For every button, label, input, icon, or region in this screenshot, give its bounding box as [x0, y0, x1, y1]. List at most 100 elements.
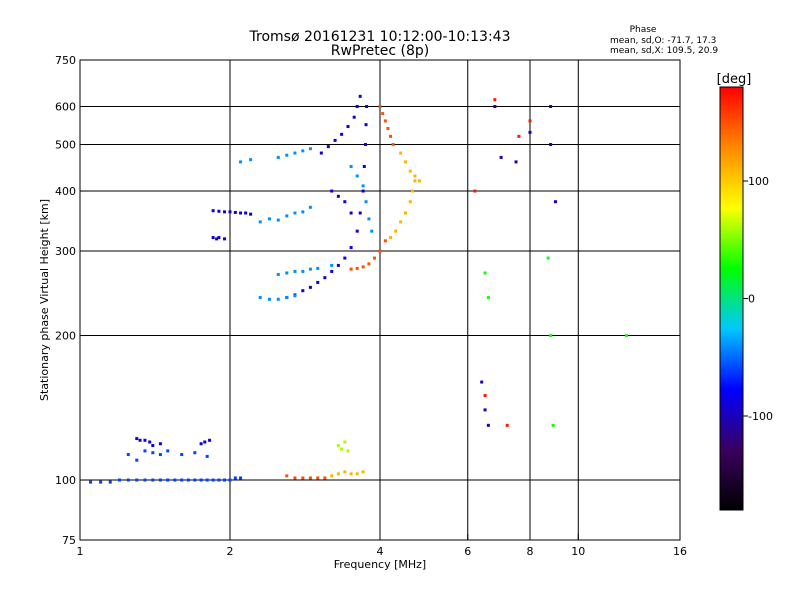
echo-point [349, 164, 353, 168]
echo-point [228, 478, 232, 482]
echo-point [126, 478, 130, 482]
echo-point [340, 447, 344, 451]
echo-point [349, 267, 353, 271]
echo-point [330, 269, 334, 273]
echo-point [403, 160, 407, 164]
echo-point [330, 189, 334, 193]
phase-stats-o: mean, sd,O: -71.7, 17.3 [610, 36, 716, 46]
echo-point [399, 220, 403, 224]
echo-point [352, 115, 356, 119]
echo-point [363, 143, 367, 147]
echo-point [239, 476, 243, 480]
echo-point [285, 474, 289, 478]
phase-stats-header: Phase [630, 25, 657, 35]
x-tick-label: 2 [227, 545, 234, 558]
echo-point [625, 334, 629, 338]
x-tick-label: 10 [571, 545, 585, 558]
echo-point [233, 210, 237, 214]
echo-point [417, 179, 421, 183]
echo-point [389, 236, 393, 240]
echo-point [343, 200, 347, 204]
echo-point [126, 453, 130, 457]
echo-point [355, 472, 359, 476]
echo-point [355, 174, 359, 178]
echo-point [399, 151, 403, 155]
y-axis-ticks: 75 100 200 300 400 500 600 750 [55, 54, 86, 547]
echo-point [316, 476, 320, 480]
echo-point [364, 200, 368, 204]
echo-point [319, 151, 323, 155]
echo-point [365, 105, 369, 109]
echo-point [135, 437, 139, 441]
echo-point [285, 214, 289, 218]
echo-point [166, 449, 170, 453]
echo-point [267, 217, 271, 221]
echo-point [293, 294, 297, 298]
echo-point [99, 480, 103, 484]
y-tick-label: 75 [62, 534, 76, 547]
echo-point [373, 256, 377, 260]
echo-point [166, 478, 170, 482]
echo-point [364, 123, 368, 127]
echo-point [223, 237, 227, 241]
x-tick-label: 16 [673, 545, 687, 558]
echo-point [223, 210, 227, 214]
echo-point [486, 296, 490, 300]
echo-point [205, 454, 209, 458]
echo-point [293, 269, 297, 273]
echo-point [367, 262, 371, 266]
echo-points [89, 94, 629, 484]
y-tick-label: 300 [55, 245, 76, 258]
echo-point [383, 239, 387, 243]
echo-point [208, 438, 212, 442]
echo-point [158, 442, 162, 446]
echo-point [336, 444, 340, 448]
echo-point [361, 470, 365, 474]
echo-point [386, 126, 390, 130]
echo-point [148, 440, 152, 444]
echo-point [316, 280, 320, 284]
echo-point [199, 442, 203, 446]
echo-point [308, 285, 312, 289]
echo-point [308, 147, 312, 151]
echo-point [330, 263, 334, 267]
echo-point [343, 256, 347, 260]
echo-point [244, 211, 248, 215]
echo-point [158, 453, 162, 457]
echo-point [378, 105, 382, 109]
echo-point [217, 236, 221, 240]
echo-point [355, 229, 359, 233]
echo-point [389, 134, 393, 138]
echo-point [411, 189, 415, 193]
echo-point [362, 164, 366, 168]
echo-point [330, 474, 334, 478]
echo-point [151, 444, 155, 448]
echo-point [546, 256, 550, 260]
echo-point [483, 271, 487, 275]
colorbar-label: [deg] [717, 72, 752, 87]
echo-point [135, 458, 139, 462]
echo-point [413, 174, 417, 178]
y-tick-label: 200 [55, 330, 76, 343]
echo-point [323, 276, 327, 280]
y-tick-label: 100 [55, 474, 76, 487]
echo-point [293, 476, 297, 480]
x-tick-label: 6 [464, 545, 471, 558]
y-tick-label: 600 [55, 101, 76, 114]
echo-point [486, 423, 490, 427]
echo-point [301, 289, 305, 293]
echo-point [528, 130, 532, 134]
echo-point [358, 94, 362, 98]
echo-point [408, 200, 412, 204]
echo-point [285, 271, 289, 275]
echo-point [333, 138, 337, 142]
echo-point [143, 449, 147, 453]
echo-point [108, 480, 112, 484]
echo-point [180, 478, 184, 482]
x-axis-label: Frequency [MHz] [334, 558, 426, 571]
echo-point [326, 145, 330, 149]
echo-point [258, 296, 262, 300]
echo-point [551, 423, 555, 427]
grid-lines [80, 60, 680, 540]
